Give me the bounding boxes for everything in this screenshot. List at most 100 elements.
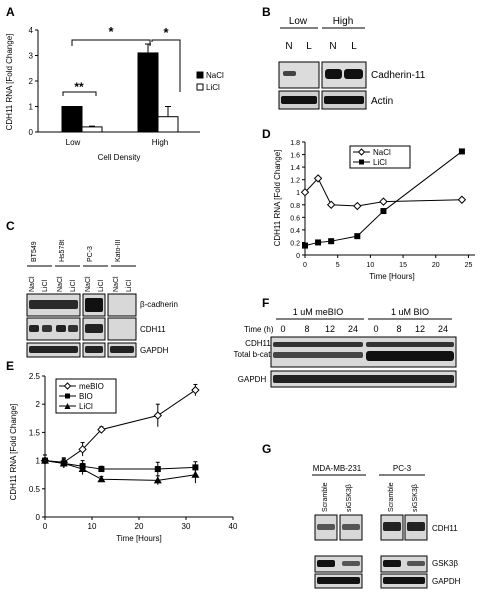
panel-a-x-label: Cell Density bbox=[98, 153, 141, 162]
panel-d-y-tick-label: 0.4 bbox=[290, 228, 300, 235]
panel-d-point-licl bbox=[458, 148, 465, 155]
panel-d-y-tick-label: 1.6 bbox=[290, 153, 300, 160]
panel-e-point-licl bbox=[78, 465, 87, 473]
panel-b-band bbox=[281, 96, 317, 104]
panel-d-point-licl bbox=[302, 242, 308, 249]
panel-c-cell-bt549: BT549 bbox=[31, 241, 38, 262]
panel-a-legend-licl: LiCl bbox=[206, 83, 220, 92]
panel-c-blot: BT549 Hs578t PC-3 Kato-III NaCl LiCl NaC… bbox=[26, 239, 178, 358]
panel-d-y-tick-label: 1 bbox=[296, 190, 300, 197]
panel-g-band bbox=[342, 561, 360, 566]
panel-c-lane: NaCl bbox=[29, 276, 36, 292]
panel-e-point-licl bbox=[41, 456, 49, 464]
panel-d-point-nacl bbox=[326, 200, 336, 209]
panel-e-y-tick-label: 0.5 bbox=[29, 485, 41, 494]
panel-b-group-low: Low bbox=[289, 16, 308, 27]
panel-e-point-mebio bbox=[78, 445, 87, 454]
panel-g-band bbox=[317, 577, 360, 584]
panel-d-x-tick-label: 0 bbox=[303, 262, 307, 269]
panel-g-lane: Scramble bbox=[388, 482, 395, 512]
panel-e-x-tick-label: 40 bbox=[229, 522, 238, 531]
panel-f-condition-mebio: 1 uM meBIO bbox=[293, 307, 344, 317]
panel-a-y-tick-label: 1 bbox=[29, 103, 34, 112]
panel-d-legend-marker-licl bbox=[359, 159, 364, 165]
panel-g-band bbox=[383, 560, 401, 567]
panel-f-condition-bio: 1 uM BIO bbox=[391, 307, 429, 317]
panel-e-x-tick-label: 10 bbox=[88, 522, 97, 531]
panel-f-band bbox=[273, 342, 363, 347]
panel-d-point-nacl bbox=[457, 195, 467, 204]
panel-g-band bbox=[317, 560, 335, 567]
panel-d-legend-licl: LiCl bbox=[373, 158, 387, 167]
panel-g-row-gapdh: GAPDH bbox=[432, 577, 461, 586]
panel-c-lane: LiCl bbox=[126, 279, 133, 292]
panel-a-sig-bracket-high bbox=[151, 39, 181, 92]
panel-d-x-tick-label: 25 bbox=[465, 262, 473, 269]
panel-b-band bbox=[325, 69, 342, 79]
panel-e-series-line-licl bbox=[44, 460, 196, 481]
panel-a-sig-high: * bbox=[163, 25, 169, 40]
panel-e-point-licl bbox=[153, 476, 162, 484]
panel-g-cell-pc3: PC-3 bbox=[393, 464, 412, 473]
panel-b-group-high: High bbox=[333, 16, 354, 27]
panel-c-row-gapdh: GAPDH bbox=[140, 346, 169, 355]
panel-e-y-tick-label: 0 bbox=[36, 513, 41, 522]
panel-e-y-tick-label: 1 bbox=[36, 457, 41, 466]
panel-c-band bbox=[85, 346, 103, 353]
panel-f-band bbox=[273, 352, 363, 358]
panel-e-x-tick-label: 20 bbox=[135, 522, 144, 531]
panel-a-sig-bracket-low bbox=[62, 91, 97, 96]
panel-f-time: 12 bbox=[415, 324, 425, 334]
panel-g-band bbox=[383, 522, 401, 531]
panel-a-legend-swatch-licl bbox=[196, 83, 204, 91]
panel-f-time: 0 bbox=[280, 324, 285, 334]
panel-e-x-tick-label: 30 bbox=[182, 522, 191, 531]
panel-f-row-gapdh: GAPDH bbox=[238, 375, 267, 384]
panel-f-band bbox=[366, 351, 454, 361]
panel-label-e: E bbox=[6, 359, 14, 373]
panel-e-x-tick-label: 0 bbox=[43, 522, 48, 531]
panel-c-band bbox=[68, 325, 78, 332]
panel-d-point-nacl bbox=[353, 201, 362, 211]
panel-a-legend-swatch-nacl bbox=[196, 71, 204, 79]
panel-d-y-tick-label: 0.8 bbox=[290, 203, 300, 210]
panel-b-band bbox=[324, 96, 364, 104]
panel-b-lane-4: L bbox=[351, 41, 357, 52]
panel-e-legend-marker-licl bbox=[64, 403, 71, 409]
panel-e-point-licl bbox=[97, 475, 106, 483]
panel-g-lane: siGSK3β bbox=[412, 484, 419, 512]
panel-a-chart: CDH11 RNA [Fold Change] Cell Density Low… bbox=[5, 24, 224, 162]
panel-d-point-nacl bbox=[379, 197, 388, 206]
panel-b-row-cadherin11: Cadherin-11 bbox=[371, 70, 426, 81]
panel-c-band bbox=[29, 300, 78, 309]
panel-c-band bbox=[29, 325, 39, 332]
panel-a-sig-between: * bbox=[108, 24, 114, 39]
panel-a-bar bbox=[61, 106, 83, 133]
panel-c-band bbox=[85, 298, 103, 312]
panel-d-x-tick-label: 10 bbox=[366, 262, 374, 269]
panel-d-y-tick-label: 1.4 bbox=[290, 165, 300, 172]
panel-e-y-label: CDH11 RNA [Fold Change] bbox=[9, 404, 18, 501]
panel-a-y-tick-label: 3 bbox=[29, 52, 34, 61]
panel-c-blot-section bbox=[107, 293, 137, 317]
panel-d-legend-marker-nacl bbox=[357, 148, 366, 156]
panel-c-lane: LiCl bbox=[42, 279, 49, 292]
panel-a-sig-low: ** bbox=[74, 80, 84, 94]
panel-d-point-licl bbox=[354, 233, 361, 240]
panel-e-point-mebio bbox=[97, 425, 106, 434]
panel-c-band bbox=[110, 346, 134, 353]
panel-e-legend-mebio: meBIO bbox=[79, 382, 104, 391]
panel-e-x-label: Time [Hours] bbox=[116, 534, 162, 543]
panel-f-time: 24 bbox=[438, 324, 448, 334]
panel-d-y-label: CDH11 RNA [Fold Change] bbox=[273, 150, 282, 247]
panel-c-row-bcadherin: β-cadherin bbox=[140, 300, 178, 309]
panel-d-chart: CDH11 RNA [Fold Change] Time [Hours] NaC… bbox=[273, 140, 475, 281]
panel-d-x-tick-label: 20 bbox=[432, 262, 440, 269]
panel-g-band bbox=[342, 524, 360, 530]
panel-g-lane: siGSK3β bbox=[346, 484, 353, 512]
panel-c-band bbox=[42, 325, 52, 332]
panel-f-blot: 1 uM meBIO 1 uM BIO Time (h) 0 8 12 24 0… bbox=[234, 307, 457, 388]
panel-b-row-actin: Actin bbox=[371, 96, 393, 107]
panel-a-bar bbox=[137, 52, 159, 133]
